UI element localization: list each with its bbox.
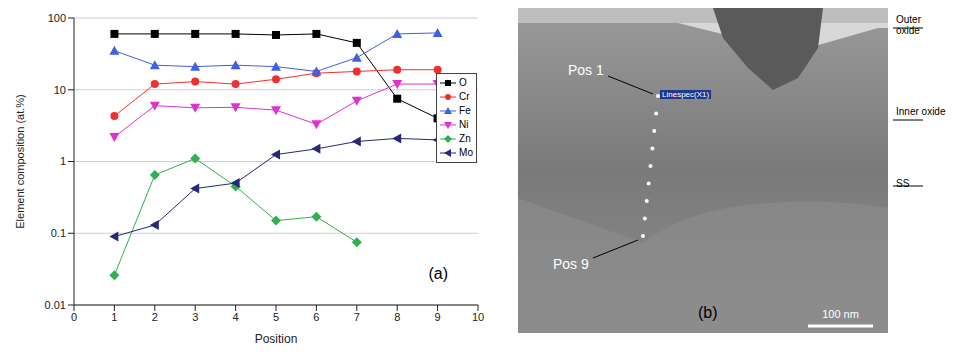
html-text:Pos 9: Pos 9 (553, 256, 589, 272)
html-text:Fe: Fe (459, 105, 471, 116)
svg-text:7: 7 (354, 311, 360, 323)
svg-text:10: 10 (472, 311, 484, 323)
html-text:Zn: Zn (459, 133, 471, 144)
svg-text:100: 100 (48, 12, 66, 24)
html-text:Linespec(X1): Linespec(X1) (662, 90, 710, 99)
svg-text:10: 10 (54, 84, 66, 96)
html-text:(b): (b) (698, 304, 718, 321)
html-text:Cr: Cr (459, 91, 470, 102)
html-text:Outer oxide: Outer oxide (896, 14, 921, 36)
html-text:(a): (a) (428, 265, 448, 282)
html-text:Inner oxide: Inner oxide (896, 106, 946, 117)
html-text:SS: SS (896, 178, 910, 189)
svg-text:6: 6 (313, 311, 319, 323)
svg-text:5: 5 (273, 311, 279, 323)
svg-text:4: 4 (233, 311, 239, 323)
svg-text:0.1: 0.1 (51, 227, 66, 239)
svg-text:1: 1 (60, 155, 66, 167)
svg-text:3: 3 (192, 311, 198, 323)
svg-text:0.01: 0.01 (45, 299, 66, 311)
svg-text:Element composition (at.%): Element composition (at.%) (14, 94, 26, 229)
html-text:100 nm: 100 nm (822, 308, 859, 320)
html-text:Pos 1: Pos 1 (568, 62, 604, 78)
html-text:O: O (459, 77, 467, 88)
svg-text:8: 8 (394, 311, 400, 323)
html-text:Ni: Ni (459, 119, 469, 130)
html-text:Mo: Mo (459, 147, 473, 158)
svg-text:Position: Position (255, 332, 298, 346)
svg-text:0: 0 (71, 311, 77, 323)
svg-text:1: 1 (111, 311, 117, 323)
svg-text:9: 9 (435, 311, 441, 323)
svg-text:2: 2 (152, 311, 158, 323)
